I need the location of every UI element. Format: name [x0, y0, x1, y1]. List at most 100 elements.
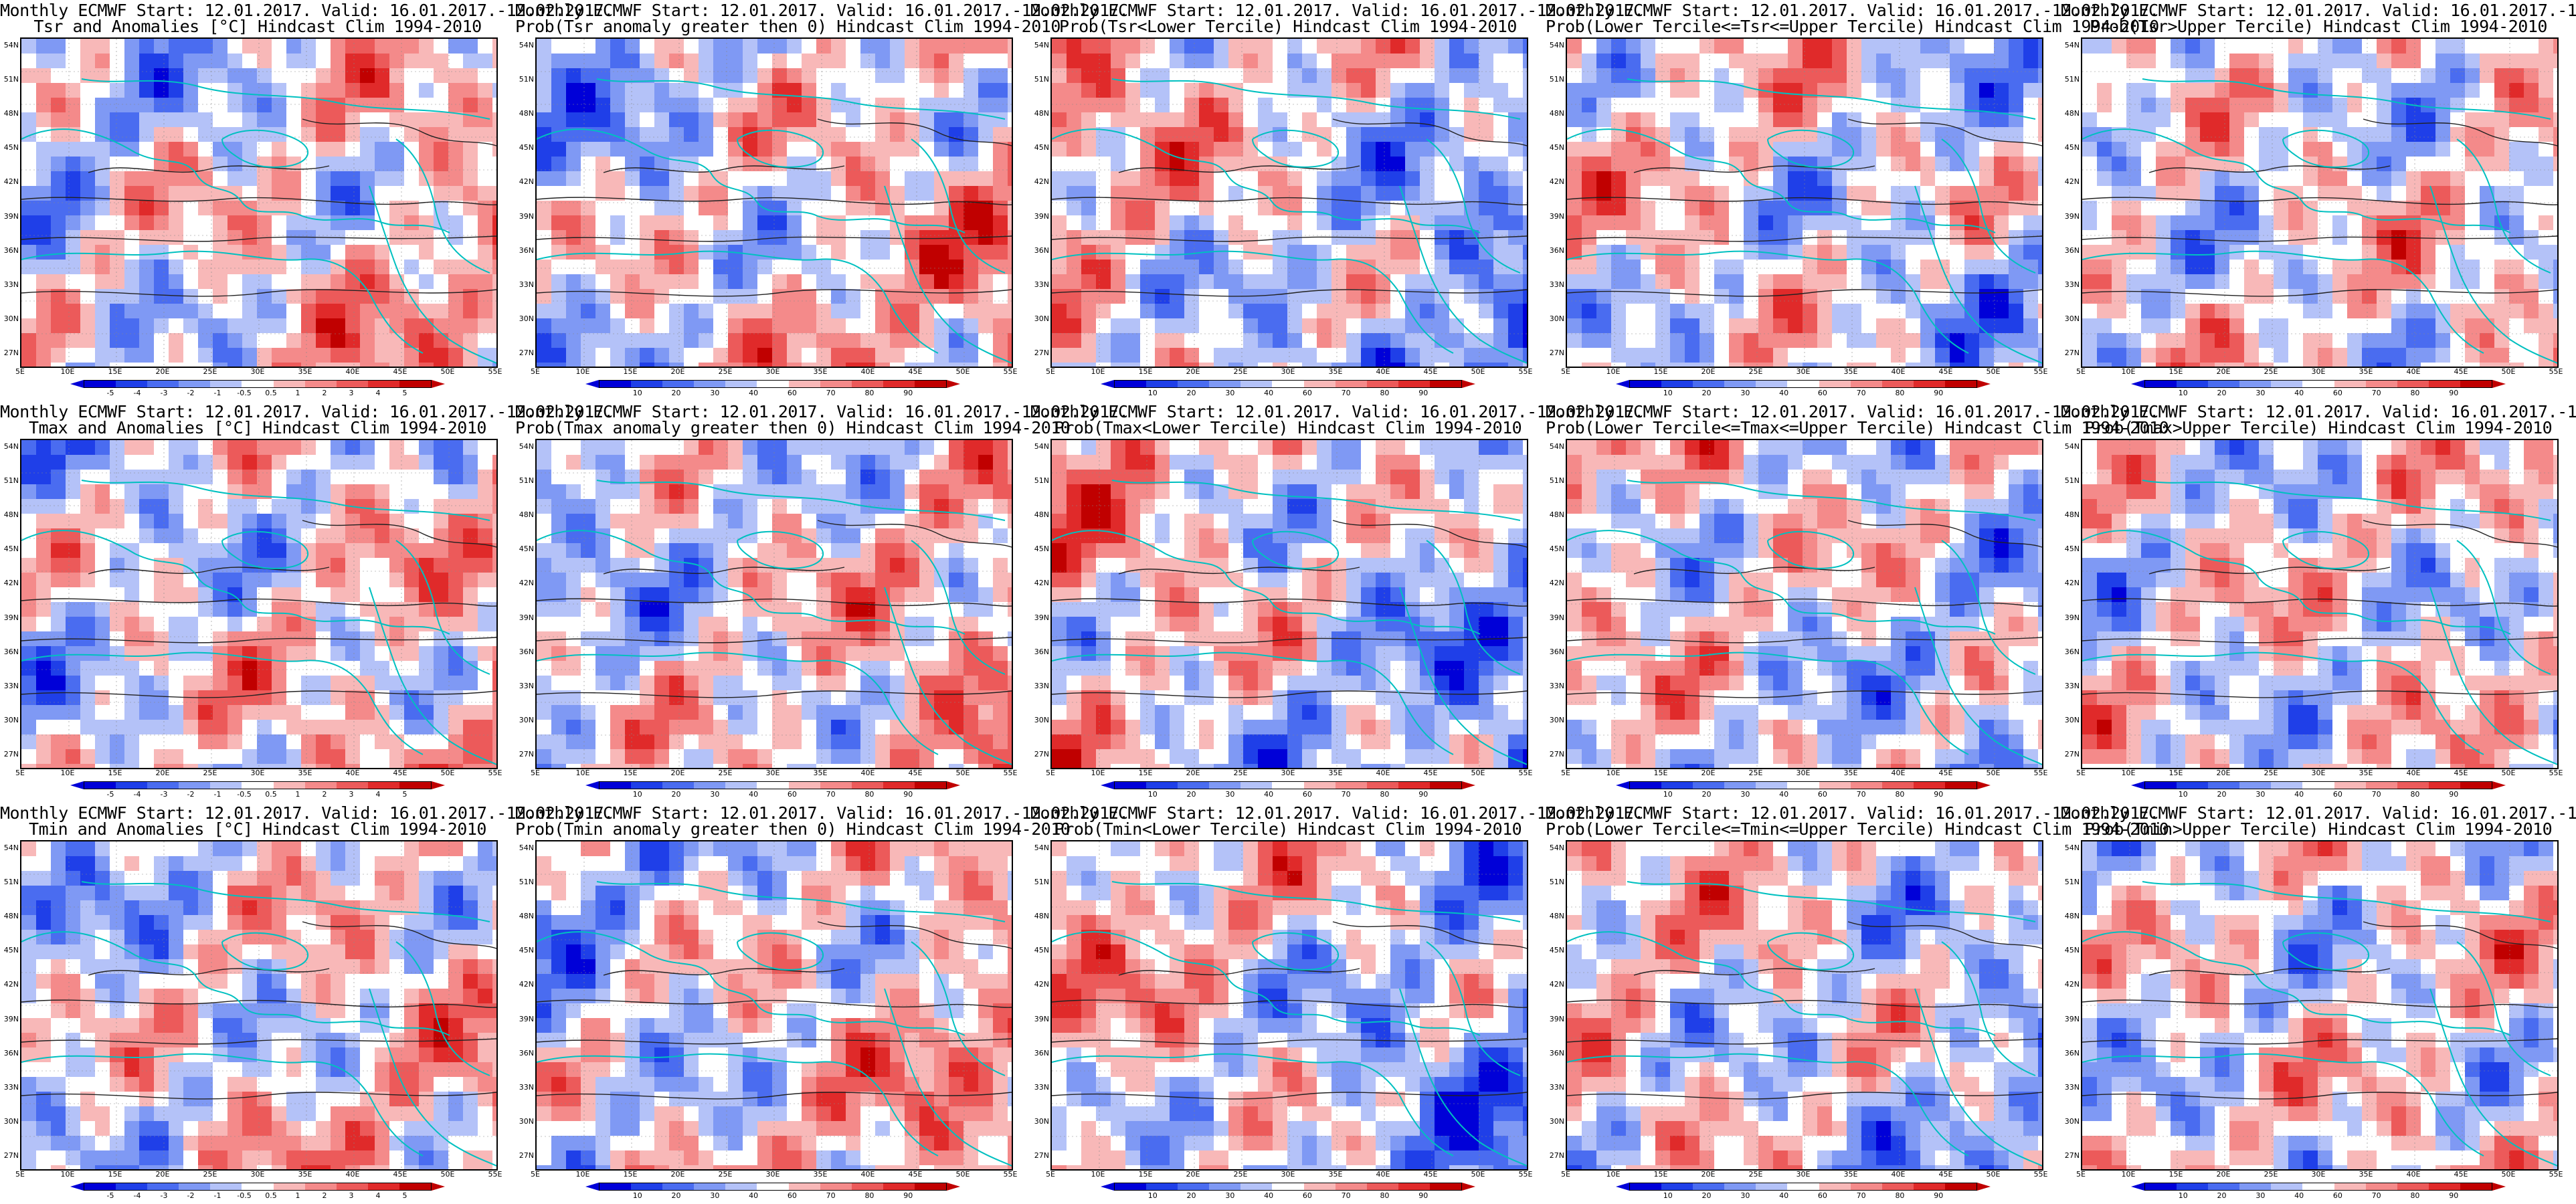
colorbar-cell	[1209, 1183, 1241, 1190]
colorbar-high-arrow	[1977, 781, 1991, 789]
lat-tick-label: 48N	[519, 109, 534, 118]
lon-tick-label: 40E	[2406, 367, 2421, 376]
colorbar-tick-label: 20	[671, 389, 681, 397]
lon-tick-label: 30E	[1796, 1170, 1811, 1179]
lon-tick-label: 45E	[393, 769, 407, 777]
colorbar-cell	[2145, 782, 2177, 789]
lon-tick-label: 30E	[2311, 769, 2326, 777]
colorbar-cell	[2208, 1183, 2240, 1190]
colorbar-cells	[599, 1183, 947, 1191]
colorbar-tick-label: 10	[632, 389, 642, 397]
lat-tick-label: 33N	[519, 1082, 534, 1092]
colorbar-cell	[84, 782, 116, 789]
shaded-field	[2082, 440, 2557, 768]
lon-tick-label: 5E	[2076, 367, 2086, 376]
lon-tick-label: 40E	[860, 769, 875, 777]
colorbar-cells	[2144, 781, 2492, 789]
lat-tick-label: 42N	[3, 579, 19, 588]
lon-tick-label: 25E	[1233, 769, 1248, 777]
colorbar-cell	[367, 782, 399, 789]
lat-tick-label: 54N	[1034, 41, 1049, 49]
lon-tick-label: 25E	[1748, 367, 1763, 376]
lat-tick-label: 33N	[1034, 1082, 1049, 1092]
colorbar-tick-label: 70	[826, 790, 836, 799]
colorbar: 10 20 30 40 60 70 80 90	[585, 380, 960, 399]
lat-tick-label: 42N	[2064, 177, 2080, 187]
colorbar: 10 20 30 40 60 70 80 90	[1616, 781, 1991, 800]
lat-tick-label: 42N	[2064, 980, 2080, 989]
colorbar-cell	[1303, 381, 1336, 387]
colorbar-tick-label: -3	[160, 790, 168, 799]
colorbar-tick-label: 0.5	[265, 790, 277, 799]
colorbar-cell	[2397, 381, 2429, 387]
colorbar-cell	[631, 782, 663, 789]
colorbar-low-arrow	[1616, 781, 1629, 789]
map-area	[1050, 439, 1528, 769]
lat-tick-label: 54N	[2064, 41, 2080, 49]
colorbar-tick-label: 20	[671, 790, 681, 799]
lon-tick-label: 10E	[1606, 769, 1621, 777]
lon-tick-label: 10E	[2121, 769, 2136, 777]
panel-title-line-2: Prob(Tsr<Lower Tercile) Hindcast Clim 19…	[1059, 17, 1517, 36]
lon-tick-label: 30E	[250, 367, 265, 376]
lat-tick-label: 42N	[1034, 980, 1049, 989]
panel-title-line-2: Prob(Tmax anomaly greater then 0) Hindca…	[515, 418, 1071, 437]
colorbar-tick-label: 60	[787, 1191, 797, 1200]
lon-tick-label: 15E	[1138, 769, 1153, 777]
lat-tick-label: 27N	[1034, 348, 1049, 357]
colorbar-cell	[600, 782, 632, 789]
colorbar-high-arrow	[1977, 380, 1991, 388]
colorbar-ticks: 10 20 30 40 60 70 80 90	[1114, 389, 1462, 397]
lon-tick-label: 55E	[1003, 367, 1018, 376]
colorbar-tick-label: 10	[632, 1191, 642, 1200]
lon-tick-label: 50E	[440, 769, 455, 777]
colorbar-tick-label: 30	[1225, 790, 1235, 799]
lon-tick-label: 10E	[60, 367, 75, 376]
colorbar-cells	[599, 781, 947, 789]
colorbar-cell	[1850, 1183, 1882, 1190]
colorbar-tick-label: 5	[402, 389, 407, 397]
lat-tick-label: 51N	[3, 75, 19, 84]
colorbar-tick-label: -2	[187, 790, 195, 799]
lat-tick-label: 30N	[3, 715, 19, 724]
colorbar-tick-label: 20	[1186, 1191, 1196, 1200]
colorbar-high-arrow	[1462, 1183, 1475, 1191]
lat-tick-label: 30N	[519, 1116, 534, 1126]
lon-tick-label: 55E	[1518, 1170, 1533, 1179]
colorbar-tick-label: -5	[106, 790, 114, 799]
colorbar-cell	[2145, 1183, 2177, 1190]
lon-tick-label: 45E	[2454, 1170, 2468, 1179]
lat-tick-label: 27N	[1549, 750, 1564, 759]
lat-tick-label: 45N	[1034, 946, 1049, 955]
lat-tick-label: 54N	[1549, 843, 1564, 852]
lon-tick-label: 55E	[2549, 1170, 2563, 1179]
lat-tick-label: 42N	[519, 177, 534, 187]
colorbar: 10 20 30 40 60 70 80 90	[1101, 1183, 1475, 1201]
lat-tick-label: 39N	[519, 613, 534, 622]
map-panel: Monthly ECMWF Start: 12.01.2017. Valid: …	[515, 803, 1129, 1204]
lat-tick-label: 42N	[519, 579, 534, 588]
lon-tick-label: 10E	[60, 769, 75, 777]
lat-tick-label: 36N	[3, 1048, 19, 1058]
lat-tick-label: 33N	[3, 681, 19, 690]
lat-tick-label: 30N	[2064, 1116, 2080, 1126]
map-area	[20, 840, 498, 1171]
colorbar-tick-label: -1	[213, 1191, 221, 1200]
lon-tick-label: 45E	[1938, 367, 1953, 376]
colorbar-tick-label: 80	[864, 790, 875, 799]
colorbar-ticks: -5 -4 -3 -2 -1 -0.5 0.5 1 2 3 4 5	[84, 1192, 432, 1200]
lon-tick-label: 50E	[2501, 367, 2516, 376]
colorbar-cell	[1398, 1183, 1430, 1190]
colorbar-cell	[273, 782, 305, 789]
colorbar-cells	[2144, 380, 2492, 388]
lon-tick-label: 40E	[345, 1170, 360, 1179]
lat-tick-label: 42N	[3, 980, 19, 989]
colorbar-high-arrow	[2492, 380, 2506, 388]
lon-tick-label: 15E	[1138, 367, 1153, 376]
lon-tick-label: 55E	[2549, 769, 2563, 777]
colorbar-cell	[116, 1183, 148, 1190]
map-area	[535, 840, 1013, 1171]
colorbar-cell	[851, 782, 883, 789]
lat-tick-label: 48N	[1034, 510, 1049, 520]
colorbar-cell	[210, 381, 242, 387]
